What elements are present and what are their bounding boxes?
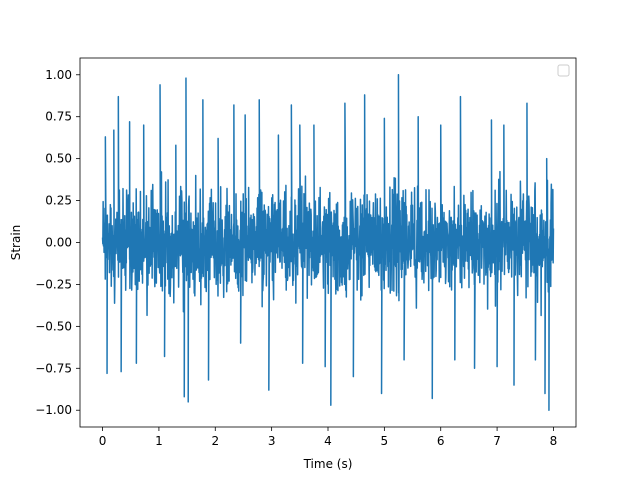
- y-axis: −1.00 −0.75 −0.50 −0.25 0.00 0.25 0.50 0.75 1.00: [35, 68, 80, 417]
- x-tick-label: 6: [437, 434, 445, 448]
- x-tick-label: 4: [324, 434, 332, 448]
- y-tick-label: −0.25: [35, 277, 72, 291]
- x-tick-label: 3: [268, 434, 276, 448]
- x-tick-label: 2: [211, 434, 219, 448]
- plot-area: [101, 74, 555, 411]
- x-axis: 0 1 2 3 4 5 6 7 8: [99, 427, 558, 448]
- x-tick-label: 8: [550, 434, 558, 448]
- y-tick-label: −0.75: [35, 361, 72, 375]
- x-tick-label: 7: [493, 434, 501, 448]
- y-tick-label: 0.00: [45, 236, 72, 250]
- series-line-strain: [101, 74, 555, 411]
- y-tick-label: −1.00: [35, 403, 72, 417]
- x-tick-label: 5: [381, 434, 389, 448]
- series-1: [101, 74, 555, 411]
- y-tick-label: 0.75: [45, 110, 72, 124]
- y-tick-label: −0.50: [35, 319, 72, 333]
- y-axis-label: Strain: [9, 225, 23, 261]
- x-tick-label: 1: [155, 434, 163, 448]
- legend-box: [557, 64, 570, 77]
- y-tick-label: 0.25: [45, 194, 72, 208]
- x-axis-label: Time (s): [303, 457, 353, 471]
- y-tick-label: 1.00: [45, 68, 72, 82]
- x-tick-label: 0: [99, 434, 107, 448]
- y-tick-label: 0.50: [45, 152, 72, 166]
